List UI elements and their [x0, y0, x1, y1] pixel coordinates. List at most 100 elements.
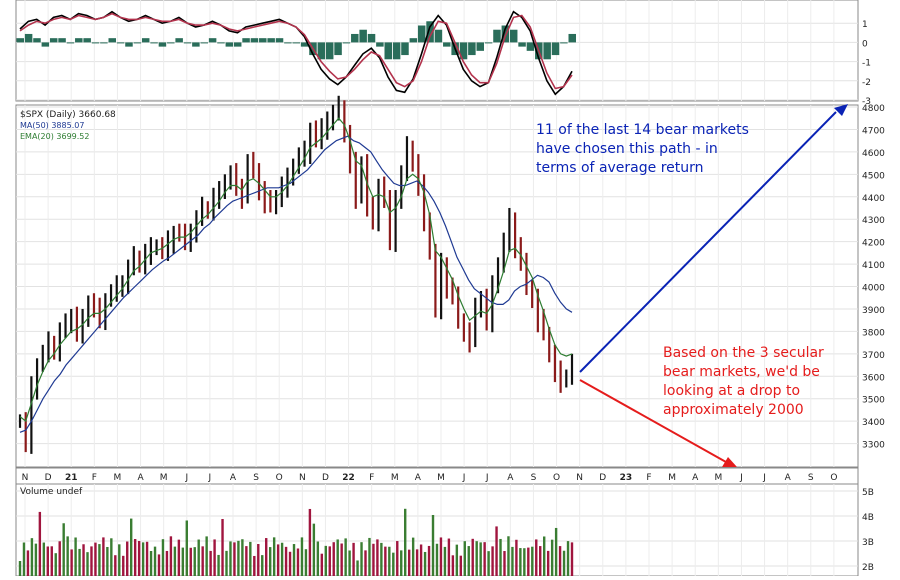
volume-bar	[292, 544, 296, 576]
macd-hist-bar	[325, 42, 334, 60]
volume-bar	[22, 542, 26, 576]
price-y-ticks: 4800 4700 4600 4500 4400 4300 4200 4100 4000 3900…	[862, 104, 885, 451]
macd-hist-bar	[24, 33, 33, 43]
x-tick-label: N	[299, 473, 306, 483]
macd-hist-bar	[275, 38, 284, 43]
volume-bar	[173, 546, 177, 576]
volume-bar	[332, 542, 335, 576]
x-tick-label: 21	[65, 473, 78, 483]
volume-bar	[161, 539, 165, 576]
macd-hist-bar	[367, 33, 376, 43]
macd-hist-bar	[192, 42, 200, 47]
x-tick-label: M	[437, 473, 445, 483]
bear-arrow-head	[722, 457, 737, 467]
x-tick-label: J	[762, 473, 766, 483]
volume-y-tick: 2B	[862, 563, 874, 573]
volume-bar	[507, 536, 510, 576]
macd-hist-bar	[217, 42, 225, 44]
volume-bar	[237, 540, 240, 576]
x-tick-label: N	[22, 473, 29, 483]
volume-y-tick: 4B	[862, 513, 874, 523]
volume-bar	[102, 537, 105, 576]
volume-bar	[554, 527, 558, 576]
bull-arrow-head	[834, 104, 848, 116]
price-y-tick: 3400	[862, 418, 885, 428]
x-tick-label: S	[531, 473, 537, 483]
x-tick-label: J	[184, 473, 188, 483]
volume-bar	[129, 518, 133, 576]
volume-bar	[487, 551, 490, 576]
x-tick-label: A	[415, 473, 422, 483]
volume-bar	[400, 550, 403, 576]
macd-hist-bar	[509, 29, 518, 43]
volume-bar	[475, 541, 478, 576]
volume-bar	[189, 547, 192, 576]
volume-bar	[531, 546, 534, 576]
volume-bar	[463, 541, 466, 576]
macd-hist-bar	[493, 29, 501, 43]
volume-bar	[82, 544, 85, 576]
volume-bar	[336, 539, 339, 576]
macd-hist-bar	[359, 29, 367, 43]
volume-bar	[253, 555, 256, 576]
annotation-line: approximately 2000	[663, 402, 804, 418]
volume-bar	[122, 555, 125, 576]
volume-bar	[360, 542, 363, 576]
price-y-tick: 3600	[862, 373, 885, 383]
volume-bar	[193, 547, 196, 576]
volume-bar	[396, 541, 399, 576]
macd-hist-bar	[108, 38, 116, 43]
macd-hist-bar	[141, 38, 150, 43]
x-tick-label: D	[45, 473, 52, 483]
volume-bar	[435, 543, 439, 576]
volume-bar	[241, 539, 244, 576]
volume-bar	[543, 536, 546, 576]
x-tick-label: J	[485, 473, 489, 483]
macd-hist-bar	[543, 42, 551, 60]
volume-bar	[272, 537, 276, 576]
volume-bar	[316, 541, 320, 576]
volume-bar	[344, 538, 347, 576]
volume-bar	[229, 541, 232, 576]
volume-panel: 5B 4B 3B 2B Volume undef	[15, 483, 874, 577]
annotations: 11 of the last 14 bear markets have chose…	[536, 104, 848, 467]
volume-bar	[566, 541, 570, 576]
volume-bar	[78, 548, 81, 576]
volume-bar	[257, 544, 260, 576]
volume-bar	[205, 536, 208, 576]
price-y-tick: 4100	[862, 261, 885, 271]
volume-bar	[364, 550, 367, 576]
price-y-tick: 4400	[862, 194, 885, 204]
macd-y-tick: 0	[862, 39, 868, 49]
volume-bar	[467, 546, 470, 576]
macd-lines	[19, 10, 573, 96]
volume-bar	[110, 538, 113, 576]
x-axis: N D 21 F M A M J J A S O N D 22 F M A M J J A S O N D 23 F M A M J J A S O	[15, 467, 859, 485]
bull-path-annotation: 11 of the last 14 bear markets have chose…	[536, 122, 749, 176]
volume-bar	[74, 537, 77, 576]
macd-hist-bar	[66, 42, 75, 44]
price-y-tick: 3800	[862, 328, 885, 338]
macd-hist-bar	[16, 38, 24, 43]
volume-y-tick: 5B	[862, 488, 874, 498]
volume-bar	[114, 555, 117, 576]
x-tick-label: J	[739, 473, 743, 483]
volume-bar	[165, 550, 169, 576]
volume-bar	[94, 542, 97, 576]
volume-bar	[519, 548, 522, 576]
volume-bar	[153, 546, 157, 576]
volume-bar	[233, 542, 236, 576]
volume-bar	[392, 552, 395, 576]
volume-bar	[384, 546, 387, 576]
volume-bars	[18, 508, 574, 576]
macd-hist-bar	[392, 42, 401, 60]
volume-bar	[181, 547, 185, 576]
volume-bar	[539, 546, 542, 576]
price-y-tick: 4300	[862, 216, 885, 226]
x-tick-label: F	[646, 473, 651, 483]
volume-bar	[404, 508, 407, 576]
volume-bar	[50, 546, 53, 576]
price-y-tick: 4200	[862, 239, 885, 249]
macd-hist-bar	[175, 38, 183, 43]
volume-bar	[280, 542, 284, 576]
